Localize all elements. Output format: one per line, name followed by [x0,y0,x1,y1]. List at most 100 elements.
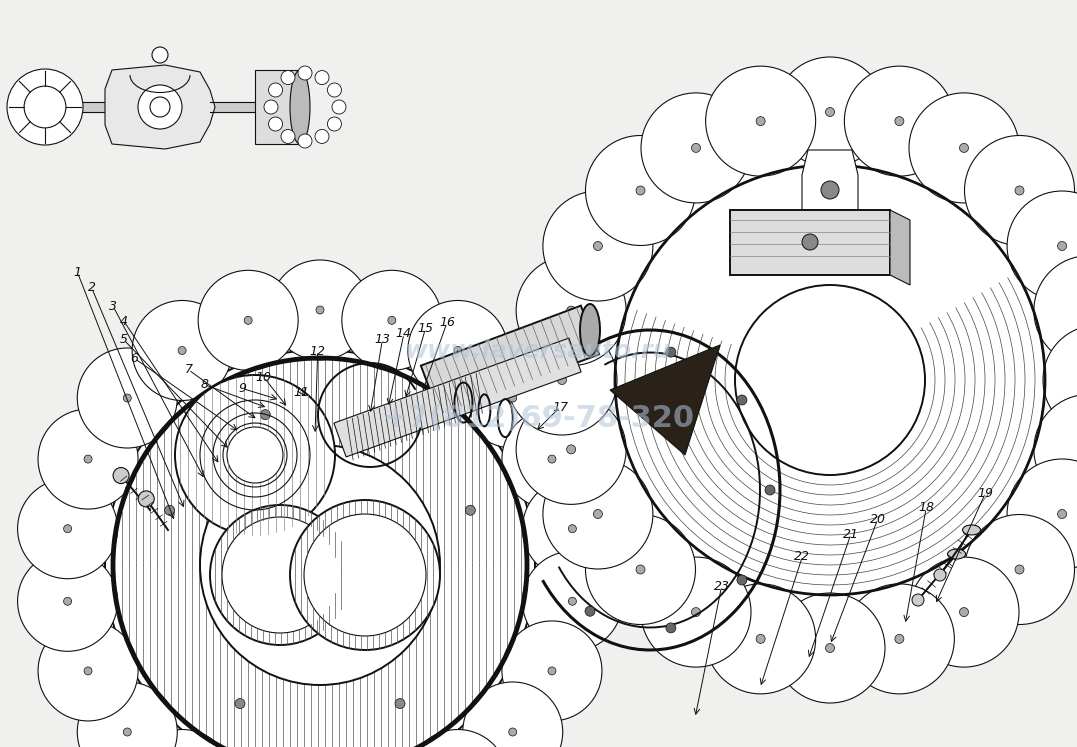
Circle shape [281,70,295,84]
Circle shape [78,348,178,448]
Text: 16: 16 [439,316,454,329]
Circle shape [1007,459,1077,569]
Circle shape [641,557,751,667]
Circle shape [132,730,233,747]
Circle shape [327,117,341,131]
Circle shape [104,350,535,747]
Text: 5: 5 [120,333,128,347]
Circle shape [150,97,170,117]
Polygon shape [890,210,910,285]
Circle shape [507,325,617,435]
Circle shape [960,607,968,616]
Circle shape [332,100,346,114]
Circle shape [586,515,696,624]
Text: 9: 9 [238,382,247,395]
Text: 12: 12 [310,344,325,358]
Circle shape [463,348,562,448]
Circle shape [268,83,282,97]
Circle shape [64,524,71,533]
Circle shape [174,375,335,535]
Circle shape [543,191,653,301]
Circle shape [912,594,924,606]
Polygon shape [440,345,780,472]
Circle shape [558,376,567,385]
Ellipse shape [581,304,600,356]
Circle shape [1034,394,1077,504]
Circle shape [17,479,117,579]
Circle shape [200,445,440,685]
Circle shape [508,394,517,402]
Circle shape [516,394,626,504]
Circle shape [64,598,71,605]
Circle shape [965,515,1075,624]
Circle shape [388,316,396,324]
Circle shape [198,270,298,371]
Circle shape [341,270,442,371]
Text: 3: 3 [109,300,117,313]
Polygon shape [610,345,721,455]
Circle shape [802,234,819,250]
Circle shape [522,479,623,579]
Circle shape [327,83,341,97]
Circle shape [775,593,885,703]
FancyBboxPatch shape [730,210,890,275]
Polygon shape [460,452,780,518]
Text: 20: 20 [870,512,885,526]
Circle shape [569,524,576,533]
Circle shape [270,260,370,360]
Circle shape [210,505,350,645]
Circle shape [1007,191,1077,301]
Circle shape [123,394,131,402]
Circle shape [38,409,138,509]
Circle shape [1034,255,1077,365]
Circle shape [281,129,295,143]
Circle shape [737,395,747,405]
Text: 8: 8 [200,378,209,391]
Circle shape [24,86,66,128]
Text: 17: 17 [553,400,568,414]
Text: 18: 18 [919,501,934,515]
Circle shape [543,459,653,569]
Text: 22: 22 [795,550,810,563]
Circle shape [84,667,92,675]
Circle shape [502,409,602,509]
Circle shape [17,551,117,651]
Text: 15: 15 [418,322,433,335]
Circle shape [737,575,747,585]
Circle shape [516,255,626,365]
Circle shape [408,730,508,747]
Circle shape [637,186,645,195]
Circle shape [705,66,815,176]
Circle shape [465,505,475,515]
Circle shape [395,698,405,709]
Circle shape [586,135,696,246]
Text: 4: 4 [120,314,128,328]
Circle shape [138,491,154,507]
Circle shape [84,455,92,463]
Circle shape [395,421,405,432]
Circle shape [569,598,576,605]
Circle shape [298,134,312,148]
Circle shape [502,621,602,721]
Circle shape [605,155,1055,605]
Polygon shape [104,65,215,149]
Circle shape [691,607,700,616]
Text: 14: 14 [396,327,411,341]
Circle shape [548,455,556,463]
Text: 6: 6 [130,352,139,365]
Circle shape [132,300,233,400]
Circle shape [593,509,602,518]
Circle shape [268,117,282,131]
Text: www.laversauto.ru: www.laversauto.ru [405,339,672,363]
Text: 10: 10 [256,371,271,384]
Text: 1: 1 [73,266,82,279]
Circle shape [585,607,595,616]
Circle shape [1058,241,1066,250]
Circle shape [522,551,623,651]
Circle shape [691,143,700,152]
Circle shape [895,117,904,125]
Circle shape [244,316,252,324]
Circle shape [264,100,278,114]
Circle shape [261,409,270,420]
Circle shape [960,143,968,152]
